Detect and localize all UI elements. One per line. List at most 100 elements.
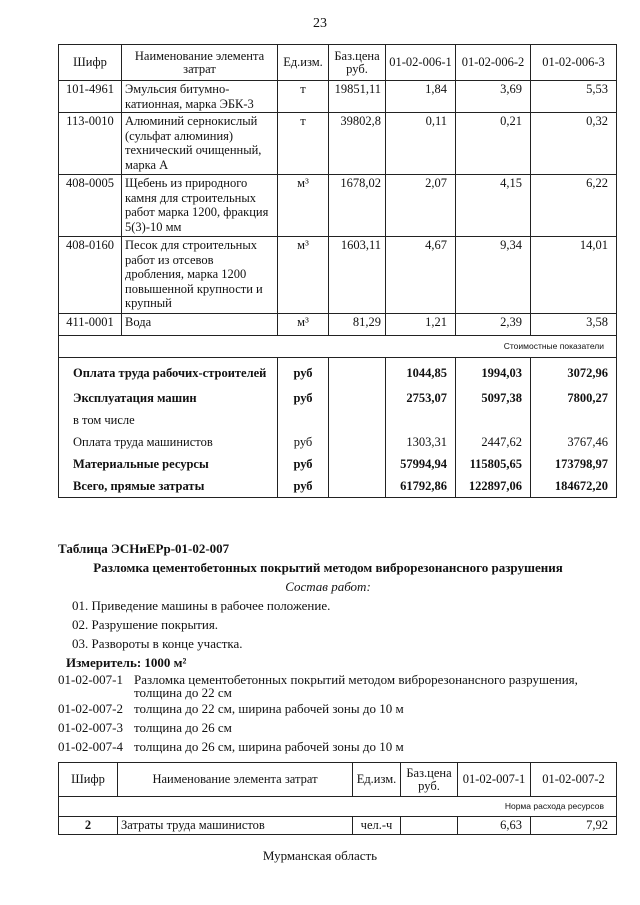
cell-price: 19851,11: [328, 80, 386, 113]
work-item: 02. Разрушение покрытия.: [72, 617, 219, 632]
summary-row: Материальные ресурсы руб 57994,94 115805…: [58, 453, 617, 476]
cell-price: 39802,8: [328, 112, 386, 175]
summary-row: в том числе: [58, 409, 617, 432]
cell-code: 411-0001: [58, 313, 122, 336]
cell-price: 81,29: [328, 313, 386, 336]
table-row: 113-0010 Алюминий сернокислый (сульфат а…: [58, 112, 617, 175]
table-row: 101-4961 Эмульсия битумно-катионная, мар…: [58, 80, 617, 113]
summary-value: 61792,86: [385, 475, 456, 498]
measure: Измеритель: 1000 м²: [66, 655, 187, 670]
summary-value: 1994,03: [455, 357, 531, 388]
item-code: 01-02-007-4: [58, 739, 123, 754]
summary-price: [328, 475, 386, 498]
cell-code: 113-0010: [58, 112, 122, 175]
summary-name: Материальные ресурсы: [58, 453, 278, 476]
summary-value: 1044,85: [385, 357, 456, 388]
page-number: 23: [313, 16, 327, 31]
item-text: толщина до 22 см, ширина рабочей зоны до…: [134, 701, 404, 716]
summary-value: 3072,96: [530, 357, 617, 388]
cell-value: 0,11: [385, 112, 456, 175]
section-label: Стоимостные показатели: [58, 335, 617, 358]
summary-row: Оплата труда рабочих-строителей руб 1044…: [58, 357, 617, 388]
summary-value: 115805,65: [455, 453, 531, 476]
summary-name: Оплата труда рабочих-строителей: [58, 357, 278, 388]
summary-row: Оплата труда машинистов руб 1303,31 2447…: [58, 431, 617, 454]
summary-unit: руб: [277, 357, 329, 388]
summary-row: Эксплуатация машин руб 2753,07 5097,38 7…: [58, 387, 617, 410]
item-code: 01-02-007-3: [58, 720, 123, 735]
summary-value: 173798,97: [530, 453, 617, 476]
cell-value: 6,63: [457, 816, 531, 835]
cell-value: 4,67: [385, 236, 456, 314]
table-row: 408-0005 Щебень из природного камня для …: [58, 174, 617, 237]
cell-price: 1603,11: [328, 236, 386, 314]
cell-value: 4,15: [455, 174, 531, 237]
cell-value: 14,01: [530, 236, 617, 314]
summary-value: 1303,31: [385, 431, 456, 454]
summary-value: 7800,27: [530, 387, 617, 410]
cell-name: Затраты труда машинистов: [117, 816, 353, 835]
summary-unit: руб: [277, 431, 329, 454]
summary-price: [328, 357, 386, 388]
table-header: Шифр Наименование элемента затрат Ед.изм…: [58, 44, 617, 81]
summary-value: 2753,07: [385, 387, 456, 410]
item-text: Разломка цементобетонных покрытий методо…: [134, 672, 578, 687]
cell-code: 2: [58, 816, 118, 835]
cell-name: Щебень из природного камня для строитель…: [121, 174, 278, 237]
resource-table-006: Шифр Наименование элемента затрат Ед.изм…: [58, 44, 617, 498]
cell-value: 0,32: [530, 112, 617, 175]
header-col3: 01-02-006-3: [530, 44, 617, 81]
cell-unit: т: [277, 112, 329, 175]
cell-name: Песок для строительных работ из отсевов …: [121, 236, 278, 314]
item-text: толщина до 22 см: [134, 685, 232, 700]
table-row: 411-0001 Вода м³ 81,29 1,21 2,39 3,58: [58, 313, 617, 336]
header-price: Баз.цена руб.: [400, 762, 458, 797]
work-heading: Состав работ:: [285, 579, 371, 594]
summary-price: [328, 453, 386, 476]
work-item: 01. Приведение машины в рабочее положени…: [72, 598, 331, 613]
header-col1: 01-02-006-1: [385, 44, 456, 81]
item-code: 01-02-007-2: [58, 701, 123, 716]
table-row: 408-0160 Песок для строительных работ из…: [58, 236, 617, 314]
summary-value: 2447,62: [455, 431, 531, 454]
cell-value: 6,22: [530, 174, 617, 237]
summary-unit: руб: [277, 387, 329, 410]
summary-price: [328, 409, 386, 432]
cell-value: 2,07: [385, 174, 456, 237]
item-text: толщина до 26 см, ширина рабочей зоны до…: [134, 739, 404, 754]
item-code: 01-02-007-1: [58, 672, 123, 687]
summary-unit: руб: [277, 453, 329, 476]
header-col2: 01-02-006-2: [455, 44, 531, 81]
summary-row: Всего, прямые затраты руб 61792,86 12289…: [58, 475, 617, 498]
header-code: Шифр: [58, 762, 118, 797]
table-id: Таблица ЭСНиЕРр-01-02-007: [58, 541, 230, 556]
summary-unit: руб: [277, 475, 329, 498]
summary-value: [385, 409, 456, 432]
section-title: Разломка цементобетонных покрытий методо…: [93, 560, 563, 575]
cell-unit: м³: [277, 313, 329, 336]
summary-name: в том числе: [58, 409, 278, 432]
cell-value: 9,34: [455, 236, 531, 314]
cell-value: 7,92: [530, 816, 617, 835]
cell-name: Вода: [121, 313, 278, 336]
table-row: 2 Затраты труда машинистов чел.-ч 6,63 7…: [58, 816, 617, 835]
header-code: Шифр: [58, 44, 122, 81]
summary-value: 57994,94: [385, 453, 456, 476]
summary-price: [328, 431, 386, 454]
summary-name: Всего, прямые затраты: [58, 475, 278, 498]
cell-value: 3,69: [455, 80, 531, 113]
header-unit: Ед.изм.: [277, 44, 329, 81]
cell-code: 408-0160: [58, 236, 122, 314]
summary-value: [530, 409, 617, 432]
header-name: Наименование элемента затрат: [121, 44, 278, 81]
cell-price: 1678,02: [328, 174, 386, 237]
header-col2: 01-02-007-2: [530, 762, 617, 797]
summary-name: Эксплуатация машин: [58, 387, 278, 410]
footer: Мурманская область: [262, 848, 378, 863]
header-price: Баз.цена руб.: [328, 44, 386, 81]
summary-value: 3767,46: [530, 431, 617, 454]
cell-name: Эмульсия битумно-катионная, марка ЭБК-3: [121, 80, 278, 113]
item-text: толщина до 26 см: [134, 720, 232, 735]
summary-name: Оплата труда машинистов: [58, 431, 278, 454]
cell-name: Алюминий сернокислый (сульфат алюминия) …: [121, 112, 278, 175]
